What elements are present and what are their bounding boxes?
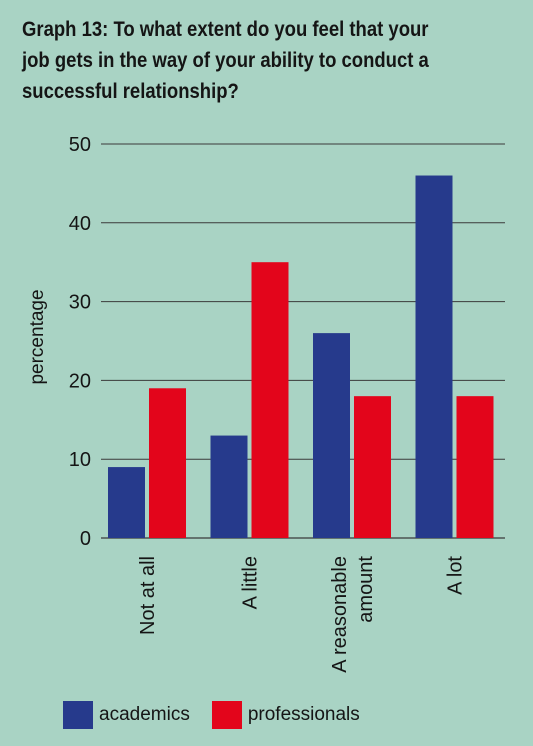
legend-item-academics: academics	[63, 701, 190, 729]
y-tick-label: 0	[80, 528, 91, 550]
x-tick-label: A little	[240, 556, 262, 609]
bar-professionals	[456, 396, 494, 538]
chart-title-line: job gets in the way of your ability to c…	[22, 48, 429, 72]
y-tick-label: 20	[69, 370, 91, 392]
y-tick-label: 40	[69, 213, 91, 235]
bar-academics	[108, 467, 145, 538]
bar-professionals	[354, 396, 391, 538]
y-tick-label: 50	[69, 134, 91, 156]
y-tick-label: 10	[69, 449, 91, 471]
bar-academics	[313, 333, 350, 538]
x-tick-label: A lot	[445, 556, 467, 595]
bar-academics	[415, 175, 453, 538]
y-tick-label: 30	[69, 292, 91, 314]
legend-swatch-professionals	[211, 701, 242, 729]
bar-professionals	[251, 262, 289, 538]
chart-title-line: Graph 13: To what extent do you feel tha…	[22, 17, 429, 41]
bar-academics	[210, 435, 248, 538]
chart-title-line: successful relationship?	[22, 79, 239, 103]
bar-professionals	[149, 388, 186, 538]
legend-swatch-academics	[63, 701, 93, 729]
x-tick-label: amount	[355, 556, 377, 623]
y-axis-label: percentage	[27, 289, 48, 384]
chart-title: Graph 13: To what extent do you feel tha…	[22, 14, 452, 107]
x-tick-label: A reasonable	[329, 556, 351, 673]
x-tick-label: Not at all	[137, 556, 159, 635]
legend-label-professionals: professionals	[247, 704, 360, 725]
legend: academics professionals	[63, 701, 382, 729]
legend-label-academics: academics	[99, 704, 190, 725]
legend-item-professionals: professionals	[211, 701, 360, 729]
